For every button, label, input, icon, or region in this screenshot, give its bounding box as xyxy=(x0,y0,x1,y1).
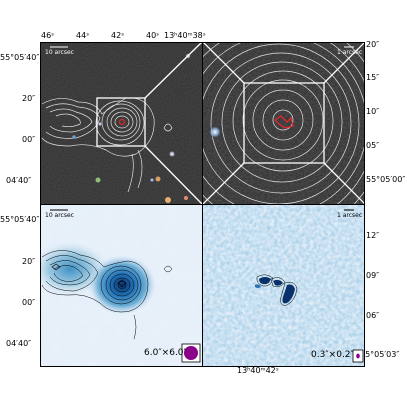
beam-ellipse xyxy=(356,353,360,359)
beam-size-label: 0.3″×0.2″ xyxy=(311,350,354,360)
star-marker xyxy=(97,121,103,127)
dec-tick-label-topright-1: 20″ xyxy=(366,40,380,49)
dec-tick-label-bottomright-3: 06″ xyxy=(366,311,380,320)
panel-optical-zoom: 1 arcsec xyxy=(203,42,365,204)
dec-tick-label-topright-5: 55°05′00″ xyxy=(366,175,406,184)
zoom-box-inner xyxy=(243,82,325,164)
source-marker-zoom xyxy=(273,115,294,129)
dec-tick-label-topright-2: 15″ xyxy=(366,73,380,82)
optical-zoom-image xyxy=(203,42,365,204)
ra-tick-label-46s: 46ˢ xyxy=(41,31,55,40)
dec-tick-label-bottomright-1: 12″ xyxy=(366,231,380,240)
dec-tick-label-top-1: 55°05′40″ xyxy=(0,53,40,62)
scalebar-label: 1 arcsec xyxy=(337,212,363,219)
panel-radio-highres: 1 arcsec 0.3″×0.2″ xyxy=(203,205,365,367)
panel-radio-lowres: 10 arcsec 6.0″×6.0″ xyxy=(40,205,202,367)
source-marker xyxy=(118,118,126,126)
ra-tick-label-38s: 13ʰ40ᵐ38ˢ xyxy=(164,31,206,40)
dec-tick-label-bottom-1: 55°05′40″ xyxy=(0,215,40,224)
radio-source-highres xyxy=(255,274,298,306)
radio-lowres-image xyxy=(40,205,202,367)
ra-tick-label-44s: 44ˢ xyxy=(76,31,90,40)
scalebar-label: 10 arcsec xyxy=(45,49,74,56)
radio-contours-zoom xyxy=(203,42,365,204)
star-marker xyxy=(184,196,188,200)
dec-tick-label-topright-4: 05″ xyxy=(366,141,380,150)
dec-tick-label-bottomright-2: 09″ xyxy=(366,271,380,280)
beam-ellipse xyxy=(184,346,198,360)
dec-tick-label-top-4: 04′40″ xyxy=(6,176,32,185)
star-marker xyxy=(72,135,76,139)
ra-tick-label-42s: 42ˢ xyxy=(111,31,125,40)
scalebar-label: 1 arcsec xyxy=(337,49,363,56)
dec-tick-label-bottomright-4: 55°05′03″ xyxy=(360,350,400,359)
ra-tick-label-40s: 40ˢ xyxy=(146,31,160,40)
star-marker xyxy=(95,177,101,183)
zoom-box xyxy=(96,97,146,147)
beam-size-label: 6.0″×6.0″ xyxy=(144,348,187,358)
dec-tick-label-bottom-3: 00″ xyxy=(22,298,36,307)
ra-tick-label-bottom: 13ʰ40ᵐ42ˢ xyxy=(237,366,279,375)
star-marker xyxy=(168,150,176,158)
star-marker xyxy=(155,176,161,182)
scalebar-label: 10 arcsec xyxy=(45,212,74,219)
radio-contours xyxy=(41,97,173,193)
star-marker xyxy=(165,197,171,203)
star-marker xyxy=(150,178,154,182)
dec-tick-label-bottom-4: 04′40″ xyxy=(6,339,32,348)
dec-tick-label-top-3: 00″ xyxy=(22,135,36,144)
radio-contours-lowres xyxy=(41,250,173,340)
star-marker xyxy=(208,125,222,139)
dec-tick-label-bottom-2: 20″ xyxy=(22,257,36,266)
dec-tick-label-topright-3: 10″ xyxy=(366,107,380,116)
dec-tick-label-top-2: 20″ xyxy=(22,94,36,103)
panel-divider-horizontal xyxy=(40,204,365,205)
radio-highres-image xyxy=(203,205,365,367)
